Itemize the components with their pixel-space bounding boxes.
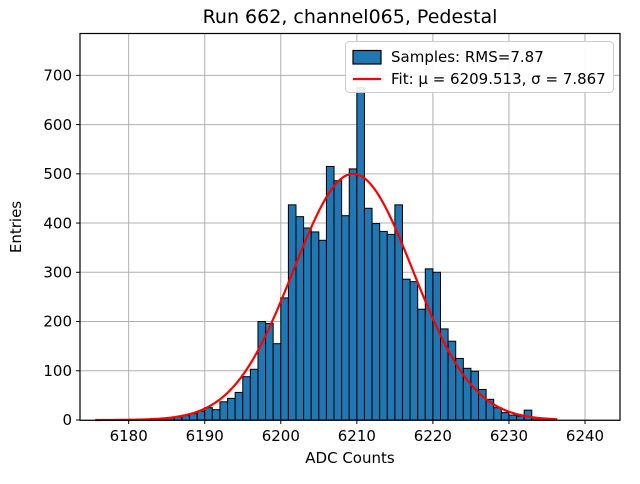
histogram-bar <box>500 412 510 421</box>
histogram-bars <box>150 87 548 421</box>
histogram-bar <box>379 230 388 421</box>
histogram-bar <box>363 207 373 421</box>
histogram-bar <box>242 376 251 421</box>
histogram-bar <box>493 407 502 421</box>
histogram-bar <box>470 370 480 421</box>
x-tick-label: 6230 <box>490 427 528 445</box>
histogram-bar <box>333 180 343 421</box>
histogram-bar <box>249 368 259 421</box>
y-tick-label: 700 <box>43 67 72 85</box>
y-tick-label: 0 <box>62 411 72 429</box>
y-tick-label: 400 <box>43 214 72 232</box>
histogram-bar <box>318 239 327 421</box>
y-tick-label: 100 <box>43 362 72 380</box>
histogram-bar <box>204 407 213 421</box>
legend-histogram-swatch <box>352 49 382 65</box>
histogram-bar <box>348 168 358 421</box>
histogram-bar <box>417 308 426 421</box>
x-axis-label: ADC Counts <box>305 449 395 467</box>
histogram-bar <box>508 414 518 421</box>
x-tick-label: 6220 <box>414 427 452 445</box>
chart-title: Run 662, channel065, Pedestal <box>203 6 498 28</box>
histogram-bar <box>211 409 221 421</box>
histogram-bar <box>424 268 434 421</box>
legend: Samples: RMS=7.87 Fit: μ = 6209.513, σ =… <box>345 41 614 93</box>
y-tick-label: 300 <box>43 263 72 281</box>
histogram-bar <box>371 223 381 421</box>
histogram-bar <box>287 204 297 421</box>
plot-border <box>79 32 621 421</box>
legend-fit-label: Fit: μ = 6209.513, σ = 7.867 <box>391 70 606 88</box>
histogram-bar <box>219 401 229 421</box>
histogram-bar <box>265 322 274 421</box>
histogram-bar <box>401 278 411 421</box>
y-tick-label: 200 <box>43 313 72 331</box>
gaussian-fit-curve <box>95 172 558 422</box>
histogram-bar <box>272 343 282 421</box>
y-tick-label: 500 <box>43 165 72 183</box>
legend-box <box>345 41 614 93</box>
x-tick-label: 6240 <box>566 427 604 445</box>
legend-samples-label: Samples: RMS=7.87 <box>391 48 544 66</box>
histogram-bar <box>310 231 320 421</box>
x-tick-label: 6190 <box>186 427 224 445</box>
histogram-bar <box>280 297 289 421</box>
y-axis-label: Entries <box>7 201 25 253</box>
x-tick-label: 6210 <box>338 427 376 445</box>
histogram-bar <box>227 397 236 421</box>
y-axis-ticks: 0 100 200 300 400 500 600 700 <box>43 67 80 429</box>
histogram-bar <box>356 87 365 421</box>
histogram-bar <box>341 215 350 421</box>
x-tick-label: 6180 <box>110 427 148 445</box>
histogram-bar <box>386 233 396 421</box>
histogram-bar <box>409 281 419 421</box>
x-axis-ticks: 6180 6190 6200 6210 6220 6230 6240 <box>110 420 604 445</box>
histogram-bar <box>432 271 442 421</box>
y-tick-label: 600 <box>43 116 72 134</box>
histogram-bar <box>303 227 312 421</box>
histogram-bar <box>234 391 244 421</box>
histogram-bar <box>325 165 335 421</box>
x-tick-label: 6200 <box>262 427 300 445</box>
